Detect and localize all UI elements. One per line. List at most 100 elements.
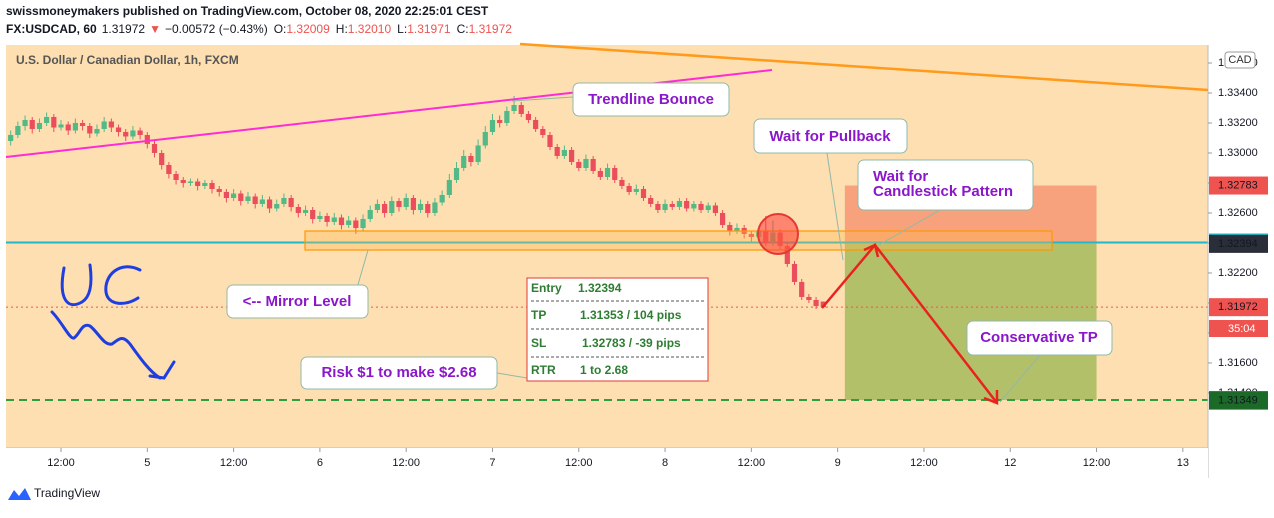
x-tick-label: 7 <box>489 457 495 469</box>
arrow-head <box>863 243 880 258</box>
candle-body <box>482 131 488 146</box>
candle-body <box>576 161 582 168</box>
candle-body <box>79 122 86 126</box>
hand-arrow-head <box>148 360 176 380</box>
y-tick-label: 1.33200 <box>1218 117 1258 129</box>
leader <box>511 96 574 102</box>
callout <box>300 356 498 390</box>
table-val: 1.32394 <box>578 281 622 295</box>
candle-body <box>410 197 416 210</box>
x-tick-label: 12 <box>1004 457 1016 469</box>
callout <box>753 118 908 154</box>
candle-body <box>727 224 733 231</box>
table-key: SL <box>531 336 546 350</box>
c-val: 1.31972 <box>469 22 513 36</box>
x-tick-label: 12:00 <box>910 457 938 469</box>
table-key: RTR <box>531 363 556 377</box>
note-mirror: <-- Mirror Level <box>243 293 352 310</box>
candle-body <box>159 152 165 165</box>
candle-body <box>784 245 790 264</box>
candle-body <box>389 200 395 213</box>
table-val: 1 to 2.68 <box>580 363 628 377</box>
candle-body <box>648 197 654 204</box>
candle-body <box>439 194 445 203</box>
price-label: 1.31972 <box>1218 301 1258 313</box>
leader <box>826 152 844 261</box>
candle-body <box>15 125 21 135</box>
candle-body <box>626 185 632 192</box>
candle-body <box>525 113 532 120</box>
candle-body <box>144 134 150 144</box>
candle-body <box>396 200 402 207</box>
candle-body <box>468 155 474 162</box>
currency-box <box>1224 51 1256 69</box>
candle-body <box>597 170 603 177</box>
candle-body <box>180 179 186 183</box>
candle-body <box>252 196 258 204</box>
y-tick-label: 1.32600 <box>1218 207 1258 219</box>
candle-body <box>633 188 639 192</box>
price-label-bg <box>1209 391 1268 410</box>
candle-body <box>669 203 675 207</box>
candle-body <box>374 203 381 210</box>
logo-icon <box>8 488 31 500</box>
candle-body <box>504 110 510 123</box>
candle-body <box>346 220 352 225</box>
candle-body <box>230 193 237 198</box>
candle-body <box>662 203 668 210</box>
candle-body <box>245 196 251 201</box>
candle-body <box>806 296 812 300</box>
candle-body <box>568 149 575 162</box>
x-tick-label: 13 <box>1177 457 1189 469</box>
candle-body <box>619 179 625 186</box>
symbol-line: FX:USDCAD, 60 1.31972 ▼ −0.00572 (−0.43%) O:… <box>6 22 512 36</box>
price-label-bg <box>1209 234 1268 253</box>
x-axis-bg <box>6 448 1208 478</box>
candle-body <box>202 182 208 186</box>
candle-body <box>302 209 309 213</box>
candle-body <box>547 134 553 147</box>
candle-body <box>604 167 611 177</box>
price-label: 1.31349 <box>1218 395 1258 407</box>
candle-body <box>612 167 618 180</box>
candle-body <box>173 173 179 180</box>
price-label-bg <box>1209 298 1268 317</box>
candle-body <box>540 128 546 135</box>
candle-body <box>583 158 589 168</box>
candle-body <box>238 193 244 201</box>
note-risk: Risk $1 to make $2.68 <box>321 364 476 381</box>
candle-body <box>640 188 647 198</box>
y-tick-label: 1.33400 <box>1218 87 1258 99</box>
table-val: 1.32783 / -39 pips <box>582 336 681 350</box>
note-pattern-1: Wait for <box>873 168 928 185</box>
candle-body <box>151 143 158 153</box>
candle-body <box>446 179 452 195</box>
x-tick-label: 12:00 <box>220 457 248 469</box>
candle-body <box>281 197 287 204</box>
candle-body <box>51 116 57 128</box>
table-key: TP <box>531 308 546 322</box>
candle-body <box>94 128 100 134</box>
candle-body <box>288 197 294 207</box>
note-trendline: Trendline Bounce <box>588 91 714 108</box>
price-label: 1.32394 <box>1218 238 1258 250</box>
candle-body <box>676 200 683 207</box>
candle-body <box>425 203 431 213</box>
candle-body <box>497 119 503 123</box>
l-val: 1.31971 <box>407 22 451 36</box>
candle-body <box>166 164 172 174</box>
candle-body <box>813 299 819 306</box>
candle-body <box>719 212 726 225</box>
candle-body <box>266 199 273 209</box>
x-tick-label: 12:00 <box>1083 457 1111 469</box>
candle-body <box>820 301 826 308</box>
candle-body <box>734 227 740 231</box>
callout <box>966 320 1113 356</box>
change: −0.00572 (−0.43%) <box>165 22 268 36</box>
leader <box>496 372 528 379</box>
footer: TradingView <box>34 486 100 500</box>
candle-body <box>561 149 567 156</box>
x-tick-label: 12:00 <box>565 457 593 469</box>
hand-c <box>104 265 142 305</box>
